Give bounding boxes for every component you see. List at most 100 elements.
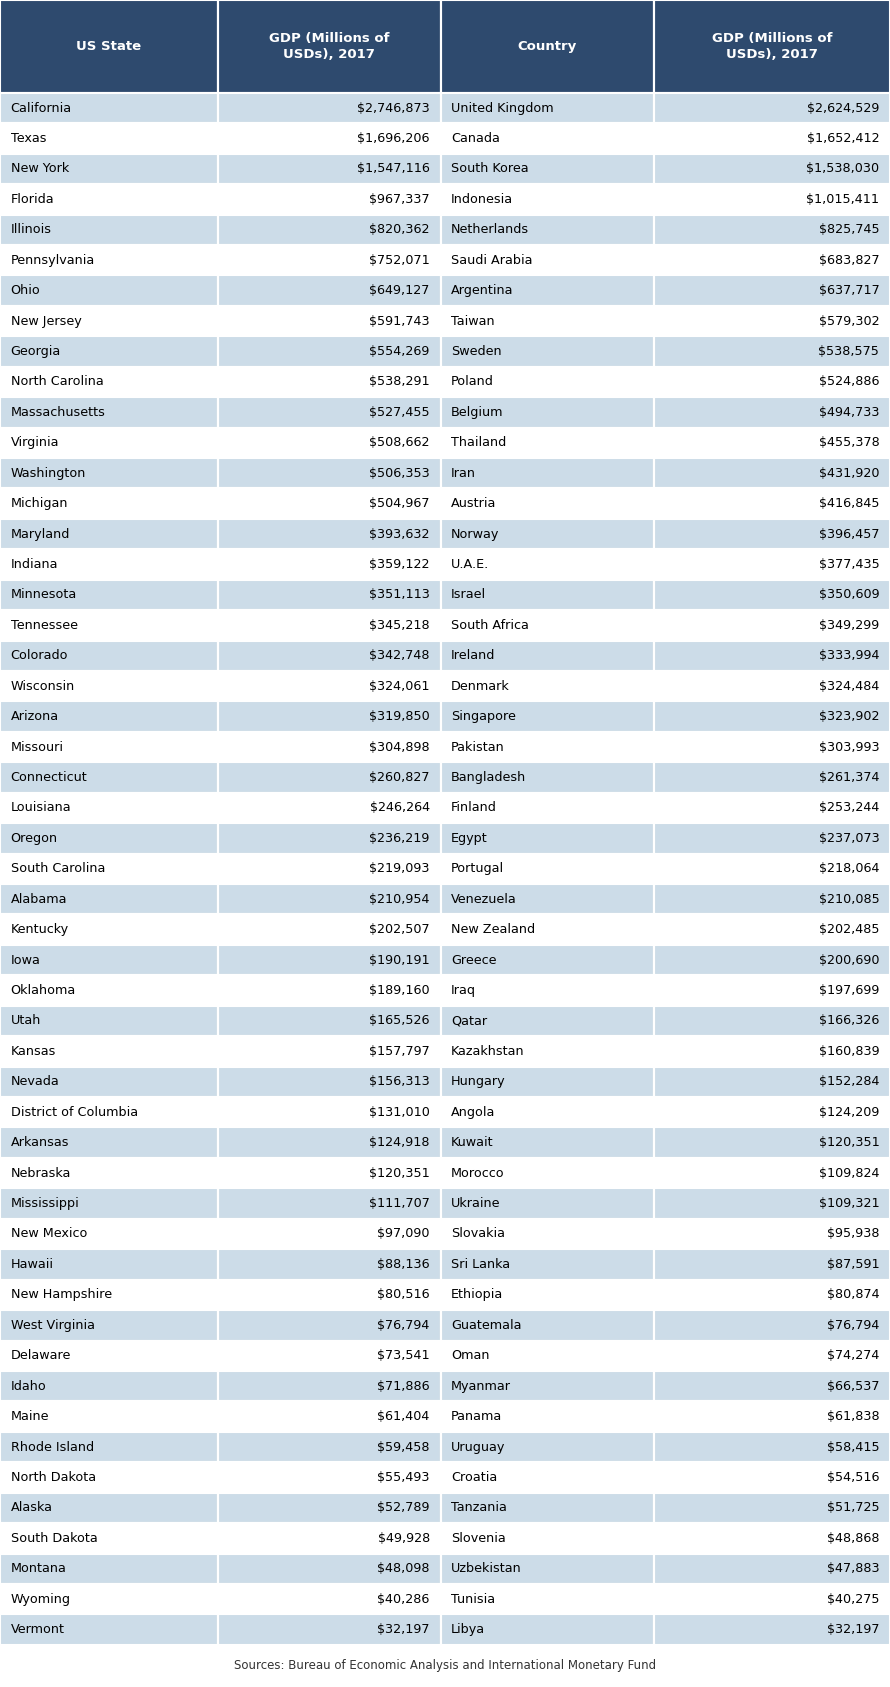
Text: Venezuela: Venezuela	[451, 892, 517, 906]
Text: South Korea: South Korea	[451, 162, 529, 175]
FancyBboxPatch shape	[441, 1311, 654, 1341]
FancyBboxPatch shape	[218, 93, 441, 123]
FancyBboxPatch shape	[0, 732, 218, 763]
FancyBboxPatch shape	[441, 611, 654, 641]
FancyBboxPatch shape	[0, 1127, 218, 1157]
FancyBboxPatch shape	[441, 580, 654, 611]
Text: $76,794: $76,794	[827, 1319, 879, 1331]
FancyBboxPatch shape	[654, 123, 890, 154]
Text: $66,537: $66,537	[827, 1380, 879, 1393]
Text: Iowa: Iowa	[11, 953, 41, 967]
Text: Connecticut: Connecticut	[11, 771, 87, 784]
Text: $637,717: $637,717	[819, 283, 879, 297]
Text: $324,061: $324,061	[369, 680, 430, 693]
FancyBboxPatch shape	[654, 732, 890, 763]
FancyBboxPatch shape	[441, 520, 654, 550]
Text: Singapore: Singapore	[451, 710, 516, 724]
FancyBboxPatch shape	[218, 702, 441, 732]
Text: $120,351: $120,351	[369, 1167, 430, 1179]
Text: $54,516: $54,516	[827, 1471, 879, 1485]
Text: Angola: Angola	[451, 1105, 496, 1118]
FancyBboxPatch shape	[218, 975, 441, 1005]
Text: $124,209: $124,209	[819, 1105, 879, 1118]
Text: Tunisia: Tunisia	[451, 1593, 496, 1606]
Text: $152,284: $152,284	[819, 1075, 879, 1088]
FancyBboxPatch shape	[218, 457, 441, 489]
FancyBboxPatch shape	[218, 1584, 441, 1614]
Text: $303,993: $303,993	[819, 741, 879, 754]
FancyBboxPatch shape	[218, 154, 441, 184]
Text: $538,575: $538,575	[819, 344, 879, 358]
Text: $52,789: $52,789	[377, 1501, 430, 1515]
FancyBboxPatch shape	[218, 671, 441, 702]
Text: $237,073: $237,073	[819, 832, 879, 845]
FancyBboxPatch shape	[0, 1402, 218, 1432]
FancyBboxPatch shape	[0, 763, 218, 793]
FancyBboxPatch shape	[441, 1341, 654, 1372]
Text: $524,886: $524,886	[819, 376, 879, 388]
Text: Nebraska: Nebraska	[11, 1167, 71, 1179]
Text: $218,064: $218,064	[819, 862, 879, 876]
Text: $554,269: $554,269	[369, 344, 430, 358]
Text: $59,458: $59,458	[377, 1441, 430, 1454]
FancyBboxPatch shape	[654, 823, 890, 854]
FancyBboxPatch shape	[654, 975, 890, 1005]
FancyBboxPatch shape	[0, 489, 218, 520]
Text: $324,484: $324,484	[819, 680, 879, 693]
Text: Israel: Israel	[451, 589, 486, 602]
Text: $200,690: $200,690	[819, 953, 879, 967]
Text: $579,302: $579,302	[819, 314, 879, 327]
Text: GDP (Millions of
USDs), 2017: GDP (Millions of USDs), 2017	[712, 32, 832, 61]
FancyBboxPatch shape	[0, 945, 218, 975]
Text: $156,313: $156,313	[369, 1075, 430, 1088]
Text: Wisconsin: Wisconsin	[11, 680, 75, 693]
FancyBboxPatch shape	[441, 975, 654, 1005]
FancyBboxPatch shape	[654, 427, 890, 457]
Text: Morocco: Morocco	[451, 1167, 505, 1179]
FancyBboxPatch shape	[441, 1372, 654, 1402]
FancyBboxPatch shape	[218, 1614, 441, 1645]
Text: Guatemala: Guatemala	[451, 1319, 522, 1331]
FancyBboxPatch shape	[0, 1280, 218, 1311]
FancyBboxPatch shape	[654, 1554, 890, 1584]
Text: $51,725: $51,725	[827, 1501, 879, 1515]
FancyBboxPatch shape	[0, 884, 218, 914]
FancyBboxPatch shape	[218, 336, 441, 366]
Text: $431,920: $431,920	[819, 467, 879, 479]
Text: Georgia: Georgia	[11, 344, 61, 358]
Text: Country: Country	[518, 40, 577, 52]
Text: $1,015,411: $1,015,411	[806, 192, 879, 206]
Text: South Carolina: South Carolina	[11, 862, 105, 876]
Text: $1,696,206: $1,696,206	[358, 132, 430, 145]
FancyBboxPatch shape	[0, 154, 218, 184]
Text: Michigan: Michigan	[11, 498, 69, 509]
FancyBboxPatch shape	[441, 93, 654, 123]
FancyBboxPatch shape	[218, 793, 441, 823]
FancyBboxPatch shape	[441, 1463, 654, 1493]
Text: $1,547,116: $1,547,116	[357, 162, 430, 175]
FancyBboxPatch shape	[218, 1036, 441, 1066]
FancyBboxPatch shape	[0, 275, 218, 305]
FancyBboxPatch shape	[654, 305, 890, 336]
Text: $219,093: $219,093	[369, 862, 430, 876]
Text: Taiwan: Taiwan	[451, 314, 495, 327]
FancyBboxPatch shape	[654, 1036, 890, 1066]
FancyBboxPatch shape	[654, 1005, 890, 1036]
Text: Iran: Iran	[451, 467, 476, 479]
Text: $323,902: $323,902	[819, 710, 879, 724]
Text: $349,299: $349,299	[819, 619, 879, 633]
FancyBboxPatch shape	[218, 1432, 441, 1463]
Text: $359,122: $359,122	[369, 558, 430, 570]
FancyBboxPatch shape	[441, 793, 654, 823]
Text: Bangladesh: Bangladesh	[451, 771, 527, 784]
Text: United Kingdom: United Kingdom	[451, 101, 554, 115]
Text: $97,090: $97,090	[377, 1228, 430, 1240]
Text: Utah: Utah	[11, 1014, 41, 1027]
FancyBboxPatch shape	[654, 396, 890, 427]
FancyBboxPatch shape	[654, 914, 890, 945]
FancyBboxPatch shape	[218, 884, 441, 914]
Text: Hungary: Hungary	[451, 1075, 506, 1088]
FancyBboxPatch shape	[0, 641, 218, 671]
Text: Idaho: Idaho	[11, 1380, 46, 1393]
FancyBboxPatch shape	[654, 702, 890, 732]
